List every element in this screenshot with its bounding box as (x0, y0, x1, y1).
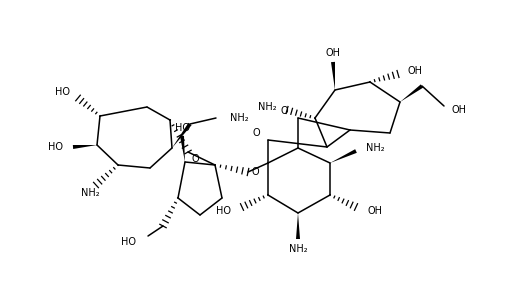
Text: HO: HO (121, 237, 136, 247)
Text: HO: HO (48, 142, 63, 152)
Polygon shape (180, 136, 185, 162)
Text: OH: OH (408, 66, 423, 76)
Text: NH₂: NH₂ (366, 143, 385, 153)
Text: O: O (251, 167, 259, 177)
Text: NH₂: NH₂ (289, 244, 307, 254)
Text: HO: HO (55, 87, 70, 97)
Polygon shape (296, 213, 300, 239)
Text: NH₂: NH₂ (80, 188, 99, 198)
Text: OH: OH (326, 48, 340, 58)
Polygon shape (172, 123, 191, 148)
Text: NH₂: NH₂ (258, 102, 277, 112)
Text: HO: HO (216, 206, 231, 216)
Text: O: O (280, 106, 288, 116)
Text: O: O (191, 154, 199, 164)
Text: HO: HO (175, 123, 189, 133)
Text: OH: OH (367, 206, 382, 216)
Text: O: O (252, 128, 260, 138)
Polygon shape (73, 145, 97, 149)
Polygon shape (400, 84, 423, 102)
Polygon shape (330, 149, 357, 163)
Text: NH₂: NH₂ (230, 113, 249, 123)
Text: OH: OH (452, 105, 467, 115)
Polygon shape (331, 62, 335, 90)
